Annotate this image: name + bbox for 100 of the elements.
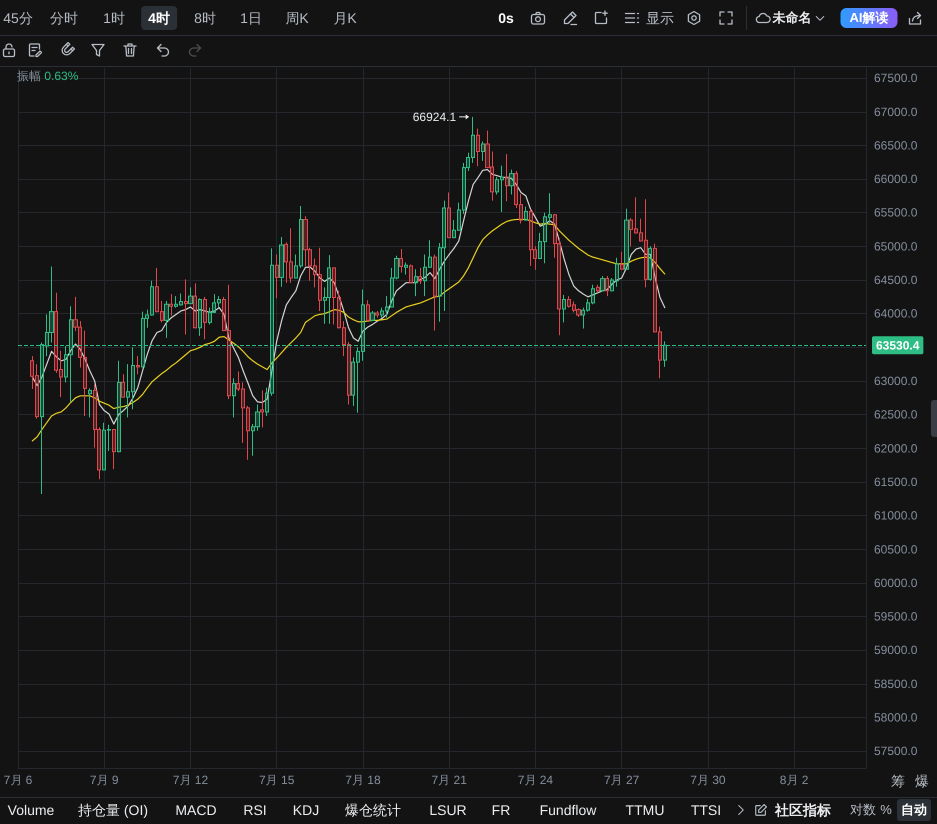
candlestick (620, 251, 624, 270)
candlestick (121, 374, 125, 398)
candlestick (126, 364, 130, 418)
y-tick-label: 67000.0 (874, 104, 918, 119)
line-series (32, 218, 666, 442)
text: 45分 (3, 10, 33, 26)
candlestick (303, 216, 308, 266)
text: 自动 (897, 799, 931, 821)
candlestick (375, 310, 379, 318)
candlestick (605, 275, 609, 297)
candlestick (227, 284, 231, 400)
x-tick-label: 7月 21 (432, 773, 468, 787)
y-tick-label: 64500.0 (874, 273, 918, 288)
candlestick (246, 405, 250, 460)
candlestick (112, 428, 116, 470)
candlestick (97, 426, 101, 480)
y-tick-label: 59000.0 (874, 643, 918, 658)
annotation: 振幅 0.63% (17, 69, 78, 83)
candlestick (279, 236, 284, 288)
candlestick (548, 192, 552, 224)
x-tick-label: 7月 12 (172, 773, 208, 787)
candlestick (337, 290, 341, 329)
text: 持仓量 (OI) (78, 802, 148, 818)
candlestick (533, 246, 537, 270)
candlestick (318, 247, 322, 312)
candlestick (572, 301, 576, 313)
candlestick (581, 307, 585, 329)
y-tick-label: 62500.0 (874, 408, 918, 422)
candlestick (289, 228, 293, 284)
candlestick (251, 424, 255, 456)
candlestick (663, 340, 667, 368)
x-tick-label: 7月 9 (90, 773, 119, 787)
candlestick (40, 342, 44, 495)
candlestick (141, 311, 145, 368)
candlestick (476, 128, 480, 167)
text: 1时 (103, 10, 125, 26)
candlestick (414, 268, 418, 297)
candlestick (644, 198, 648, 288)
text: Fundflow (540, 802, 596, 818)
text: 周K (285, 10, 309, 26)
y-tick-label: 61000.0 (874, 508, 918, 523)
text: MACD (175, 802, 217, 818)
candlestick (236, 371, 240, 392)
candlestick (198, 298, 202, 336)
candlestick (438, 242, 442, 322)
annotation: 66924.1 (412, 110, 456, 124)
y-tick-label: 60500.0 (874, 542, 918, 556)
y-tick-label: 64000.0 (874, 306, 918, 321)
text: 社区指标 (775, 802, 831, 818)
text: 分时 (50, 10, 78, 26)
candlestick (30, 356, 34, 390)
candlestick (179, 292, 183, 306)
y-tick-label: 65000.0 (874, 239, 918, 254)
candlestick (193, 282, 197, 329)
candlestick (93, 384, 97, 448)
candlestick (553, 214, 557, 258)
candlestick (538, 232, 542, 260)
text: 1日 (240, 10, 262, 26)
candlestick (514, 170, 518, 208)
candlestick (208, 307, 212, 325)
candlestick (648, 246, 652, 282)
candlestick (485, 130, 490, 169)
x-tick-label: 8月 2 (780, 773, 809, 787)
candlestick (313, 258, 317, 288)
candlestick (265, 387, 269, 416)
candlestick (519, 193, 523, 224)
candlestick (107, 424, 111, 452)
candlestick (615, 257, 619, 288)
text: LSUR (429, 802, 467, 818)
candlestick (275, 254, 279, 299)
candlestick (308, 247, 312, 282)
candlestick (323, 286, 327, 324)
candlestick (203, 296, 207, 340)
text: 8时 (194, 10, 216, 26)
candlestick (332, 266, 336, 325)
candlestick (351, 356, 355, 406)
candlestick (462, 162, 466, 215)
candlestick (164, 300, 169, 338)
candlestick (54, 292, 58, 374)
candlestick (447, 192, 451, 239)
candlestick (342, 320, 346, 357)
candlestick (442, 200, 446, 312)
y-tick-label: 66500.0 (874, 138, 918, 152)
y-tick-label: 58500.0 (874, 676, 918, 691)
text: 对数 (850, 802, 876, 818)
candlestick (653, 243, 657, 334)
x-tick-label: 7月 27 (604, 773, 640, 787)
candlestick (399, 248, 403, 274)
candlestick (596, 284, 600, 294)
candlestick (639, 218, 643, 242)
x-tick-label: 7月 18 (345, 773, 381, 787)
candlestick (418, 267, 422, 285)
candlestick (390, 267, 394, 308)
candlestick (505, 154, 509, 202)
text: % (880, 802, 892, 818)
x-tick-label: 7月 30 (690, 773, 726, 787)
ai-button: AI解读 (840, 8, 898, 28)
candlestick (145, 309, 149, 328)
candlestick (457, 202, 461, 232)
y-tick-label: 62000.0 (874, 441, 918, 456)
